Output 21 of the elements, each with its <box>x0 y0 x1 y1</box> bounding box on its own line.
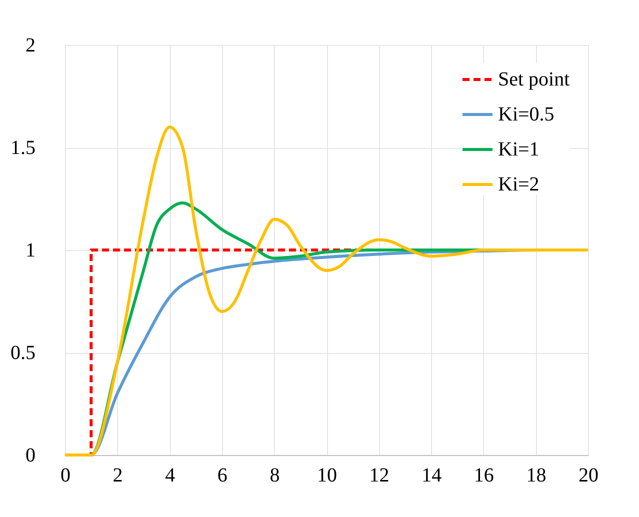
y-tick-label: 0 <box>26 444 36 466</box>
legend-label: Ki=1 <box>498 138 540 160</box>
x-tick-label: 20 <box>578 464 598 486</box>
y-tick-label: 2 <box>26 34 36 56</box>
x-tick-label: 4 <box>165 464 176 486</box>
x-tick-label: 8 <box>270 464 280 486</box>
x-tick-label: 16 <box>474 464 494 486</box>
x-tick-label: 0 <box>60 464 70 486</box>
x-tick-label: 18 <box>526 464 546 486</box>
x-tick-label: 12 <box>369 464 390 486</box>
line-series <box>64 126 590 456</box>
legend-label: Ki=2 <box>498 174 540 196</box>
y-tick-label: 1 <box>26 240 36 262</box>
x-tick-label: 14 <box>422 464 442 486</box>
x-tick-label: 6 <box>217 464 228 486</box>
legend-label: Ki=0.5 <box>498 104 554 126</box>
x-tick-label: 10 <box>317 464 337 486</box>
legend-label: Set point <box>498 68 570 90</box>
y-tick-label: 0.5 <box>10 342 36 364</box>
y-tick-label: 1.5 <box>10 137 36 159</box>
x-tick-label: 2 <box>112 464 123 486</box>
